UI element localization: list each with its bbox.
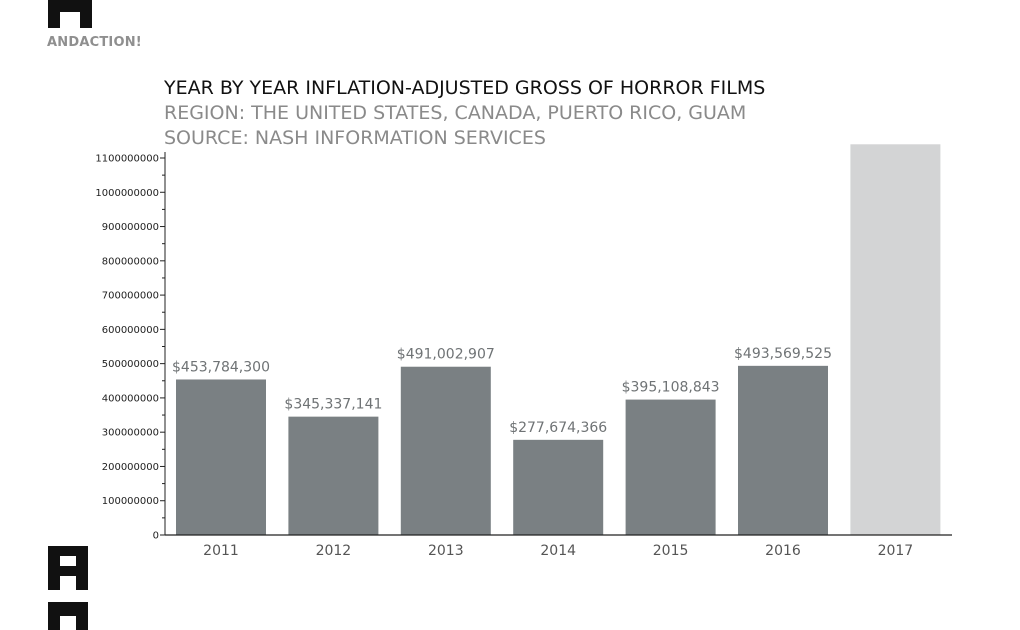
chart-subtitle-region: REGION: THE UNITED STATES, CANADA, PUERT…	[164, 102, 747, 124]
y-tick-label: 1000000000	[95, 188, 159, 199]
bar-2017	[850, 144, 941, 536]
y-tick-label: 700000000	[102, 291, 159, 302]
y-tick-label: 0	[153, 531, 159, 542]
data-label-2011: $453,784,300	[172, 359, 270, 375]
data-label-2012: $345,337,141	[284, 397, 382, 413]
y-tick-label: 100000000	[102, 496, 159, 507]
y-tick-label: 400000000	[102, 393, 159, 404]
x-tick-label-2017: 2017	[878, 543, 914, 559]
bar-2011	[176, 379, 266, 535]
brand-name: ANDACTION!	[47, 35, 142, 50]
bar-2015	[625, 399, 716, 535]
data-label-2015: $395,108,843	[622, 380, 720, 396]
y-tick-label: 600000000	[102, 325, 159, 336]
x-tick-label-2013: 2013	[428, 543, 464, 559]
x-tick-label-2011: 2011	[203, 543, 239, 559]
chart-subtitle-source: SOURCE: NASH INFORMATION SERVICES	[164, 127, 546, 149]
bar-2013	[400, 366, 491, 535]
chart-titles: YEAR BY YEAR INFLATION-ADJUSTED GROSS OF…	[164, 76, 765, 151]
x-tick-label-2016: 2016	[765, 543, 801, 559]
y-tick-label: 300000000	[102, 428, 159, 439]
chart-title: YEAR BY YEAR INFLATION-ADJUSTED GROSS OF…	[164, 77, 766, 99]
data-label-2014: $277,674,366	[509, 420, 607, 436]
bar-2016	[738, 365, 828, 535]
bar-2014	[513, 439, 604, 535]
x-tick-label-2014: 2014	[540, 543, 576, 559]
y-tick-label: 900000000	[102, 222, 159, 233]
x-tick-label-2015: 2015	[653, 543, 689, 559]
y-tick-label: 500000000	[102, 359, 159, 370]
x-tick-label-2012: 2012	[316, 543, 352, 559]
y-tick-label: 1100000000	[95, 154, 159, 165]
data-label-2013: $491,002,907	[397, 347, 495, 363]
y-tick-label: 200000000	[102, 462, 159, 473]
andaction-mark-icon	[48, 546, 88, 630]
data-label-2016: $493,569,525	[734, 346, 832, 362]
bar-2012	[288, 416, 379, 535]
y-tick-label: 800000000	[102, 256, 159, 267]
andaction-logo-icon	[48, 0, 92, 28]
